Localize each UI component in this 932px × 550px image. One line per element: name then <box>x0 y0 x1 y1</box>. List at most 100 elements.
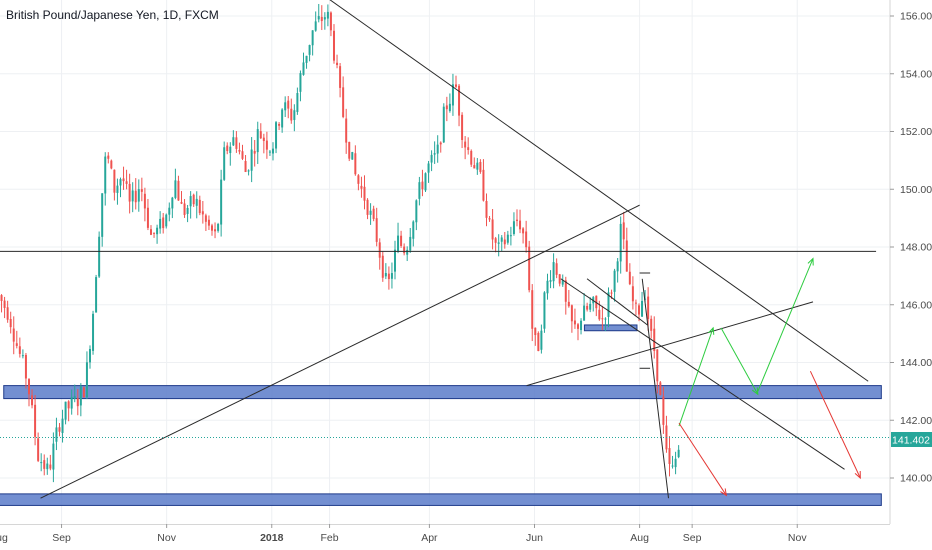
candle-body <box>275 122 278 149</box>
candle-body <box>317 16 320 20</box>
candle-body <box>363 186 366 201</box>
candle-body <box>369 210 372 215</box>
green-arrow-head <box>751 387 759 396</box>
candle-body <box>207 219 210 226</box>
candle-body <box>134 190 137 203</box>
candle-body <box>67 401 70 409</box>
candle-body <box>3 300 6 308</box>
candle-body <box>95 277 98 313</box>
candle-body <box>586 305 589 310</box>
projection-arrows <box>678 257 861 497</box>
candle-body <box>491 219 494 240</box>
candle-body <box>400 235 403 246</box>
candle-body <box>546 280 549 294</box>
candle-body <box>296 93 299 112</box>
y-tick-label: 154.000 <box>900 68 932 80</box>
candle-body <box>549 280 552 282</box>
candle-body <box>119 179 122 186</box>
candle-body <box>140 189 143 192</box>
candle-body <box>515 219 518 221</box>
candle-body <box>168 207 171 215</box>
candle-body <box>409 236 412 251</box>
x-tick-label: Nov <box>788 532 807 544</box>
candle-body <box>570 305 573 322</box>
candle-body <box>299 73 302 92</box>
price-axis[interactable]: 140.000 142.000 144.000 146.000 148.000 150.0… <box>890 11 932 485</box>
candle-body <box>485 200 488 218</box>
candle-body <box>329 12 332 31</box>
candle-body <box>58 427 61 432</box>
candle-body <box>226 145 229 152</box>
candle-body <box>92 313 95 351</box>
red-arrow-head <box>854 470 861 480</box>
candle-body <box>555 263 558 275</box>
candle-body <box>156 227 159 235</box>
candle-body <box>473 165 476 169</box>
candle-body <box>384 273 387 277</box>
green-arrow <box>757 258 814 392</box>
candle-body <box>647 296 650 319</box>
last-price-badge: 141.402 <box>891 432 932 447</box>
candle-body <box>110 160 113 169</box>
candle-body <box>125 181 128 184</box>
candle-body <box>293 110 296 120</box>
candle-body <box>177 180 180 201</box>
candle-body <box>159 218 162 229</box>
y-tick-label: 150.000 <box>900 184 932 196</box>
candle-body <box>351 152 354 160</box>
candle-body <box>101 193 104 237</box>
candle-body <box>201 211 204 215</box>
candle-body <box>668 448 671 464</box>
candle-body <box>323 17 326 20</box>
candle-body <box>6 307 9 320</box>
candle-body <box>281 109 284 128</box>
x-tick-label: 2018 <box>260 532 284 544</box>
candle-body <box>540 330 543 350</box>
candle-body <box>85 362 88 398</box>
last-price-badge-bg <box>891 432 932 447</box>
red-arrow-head <box>720 488 727 497</box>
candle-body <box>204 215 207 222</box>
candle-body <box>561 280 564 285</box>
candle-body <box>27 379 30 395</box>
candle-body <box>146 207 149 228</box>
candle-body <box>88 349 91 363</box>
candle-body <box>0 295 3 301</box>
trendline <box>586 278 648 326</box>
candle-body <box>326 11 329 19</box>
candle-body <box>671 465 674 467</box>
trendline <box>526 301 814 387</box>
time-axis[interactable]: Aug Sep Nov 2018 Feb Apr Jun Aug Sep Nov <box>0 524 807 544</box>
green-arrow <box>720 327 759 395</box>
candle-body <box>131 190 134 202</box>
candle-body <box>162 217 165 229</box>
candle-body <box>506 234 509 243</box>
candle-body <box>451 84 454 106</box>
candle-body <box>9 318 12 328</box>
candle-body <box>454 84 457 87</box>
candle-body <box>403 246 406 254</box>
candle-body <box>397 235 400 252</box>
candle-body <box>439 142 442 145</box>
candle-body <box>387 273 390 280</box>
candle-body <box>49 464 52 469</box>
candle-body <box>82 387 85 398</box>
candle-body <box>616 261 619 272</box>
candle-body <box>104 156 107 194</box>
candle-body <box>116 185 119 193</box>
candle-body <box>308 45 311 55</box>
candle-body <box>348 141 351 159</box>
candle-body <box>427 163 430 173</box>
candle-body <box>619 223 622 262</box>
candle-body <box>98 236 101 277</box>
candle-body <box>461 114 464 140</box>
candle-body <box>210 225 213 231</box>
candle-body <box>424 173 427 191</box>
candle-body <box>55 427 58 442</box>
candle-body <box>448 103 451 111</box>
candle-body <box>73 396 76 399</box>
candle-body <box>458 85 461 116</box>
y-tick-label: 140.000 <box>900 473 932 485</box>
candle-body <box>232 137 235 146</box>
